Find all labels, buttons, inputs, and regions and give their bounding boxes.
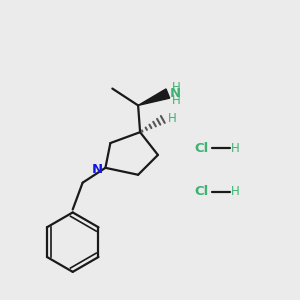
Text: H: H: [172, 94, 181, 107]
Polygon shape: [138, 89, 170, 105]
Text: Cl: Cl: [195, 185, 209, 198]
Text: H: H: [168, 112, 177, 125]
Text: N: N: [92, 163, 103, 176]
Text: H: H: [172, 81, 181, 94]
Text: H: H: [231, 142, 240, 154]
Text: N: N: [170, 87, 181, 100]
Text: H: H: [231, 185, 240, 198]
Text: Cl: Cl: [195, 142, 209, 154]
